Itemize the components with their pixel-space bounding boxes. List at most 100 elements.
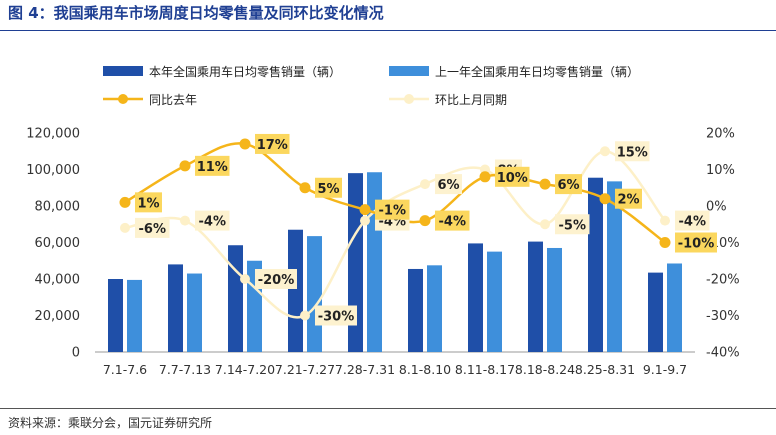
label-mom: -6% xyxy=(139,222,166,237)
x-axis-tick-label: 7.7-7.13 xyxy=(159,362,211,377)
legend-marker-mom xyxy=(404,94,414,104)
label-yoy: -10% xyxy=(678,237,715,252)
label-yoy-bg xyxy=(615,188,642,209)
x-axis-tick-label: 8.11-8.17 xyxy=(455,362,515,377)
right-axis-tick-label: 10% xyxy=(706,163,735,178)
label-yoy: 2% xyxy=(617,193,639,208)
bar-current xyxy=(648,272,663,352)
right-axis-tick-label: -30% xyxy=(706,309,740,324)
x-axis-tick-label: 8.1-8.10 xyxy=(399,362,451,377)
label-yoy: 11% xyxy=(197,160,228,175)
bar-previous xyxy=(487,251,502,352)
label-yoy-bg xyxy=(195,155,230,176)
label-yoy-bg xyxy=(555,174,582,195)
right-axis-tick-label: 20% xyxy=(706,127,735,142)
label-yoy-bg xyxy=(675,232,717,253)
bars xyxy=(108,172,682,352)
bar-previous xyxy=(667,263,682,352)
label-mom: -4% xyxy=(679,215,706,230)
x-axis-tick-label: 8.25-8.31 xyxy=(575,362,635,377)
marker-yoy xyxy=(359,204,371,216)
figure-title: 图 4：我国乘用车市场周度日均零售量及同环比变化情况 xyxy=(8,4,384,22)
marker-yoy xyxy=(119,196,131,208)
label-mom: -30% xyxy=(318,310,355,325)
x-axis-tick-label: 8.18-8.24 xyxy=(515,362,575,377)
left-axis-tick-label: 80,000 xyxy=(35,200,81,215)
marker-yoy xyxy=(239,138,251,150)
marker-mom xyxy=(120,222,130,233)
x-axis-tick-label: 7.21-7.27 xyxy=(275,362,335,377)
left-axis-tick-label: 20,000 xyxy=(35,309,81,324)
label-yoy: 6% xyxy=(557,178,579,193)
marker-mom xyxy=(420,179,430,190)
bar-previous xyxy=(427,265,442,352)
marker-mom xyxy=(180,215,190,226)
bar-current xyxy=(288,229,303,352)
x-axis-tick-label: 9.1-9.7 xyxy=(643,362,687,377)
legend-swatch-previous xyxy=(389,66,429,76)
left-axis-tick-label: 120,000 xyxy=(26,127,80,142)
axes: 0 20,000 40,000 60,000 80,000 100,000 120,000 -… xyxy=(26,127,739,378)
label-yoy: 10% xyxy=(497,171,528,186)
label-mom: 6% xyxy=(437,178,459,193)
marker-yoy xyxy=(599,193,611,205)
label-mom: -4% xyxy=(199,215,226,230)
marker-mom xyxy=(600,146,610,157)
label-mom-bg xyxy=(555,214,590,235)
legend-label-yoy: 同比去年 xyxy=(149,93,197,107)
label-mom-bg xyxy=(435,174,462,195)
legend: 本年全国乘用车日均零售销量（辆） 上一年全国乘用车日均零售销量（辆） 同比去年 环比上… xyxy=(103,64,639,107)
source-note: 资料来源：乘联分会，国元证券研究所 xyxy=(8,416,213,430)
right-axis-tick-label: -20% xyxy=(706,273,740,288)
bar-current xyxy=(168,264,183,352)
x-axis-tick-label: 7.1-7.6 xyxy=(103,362,147,377)
marker-mom xyxy=(660,215,670,226)
legend-swatch-current xyxy=(103,66,143,76)
label-yoy-bg xyxy=(435,210,470,231)
marker-yoy xyxy=(419,215,431,227)
legend-label-previous: 上一年全国乘用车日均零售销量（辆） xyxy=(435,64,639,79)
label-yoy: 17% xyxy=(257,138,288,153)
legend-label-mom: 环比上月同期 xyxy=(435,93,507,107)
bar-current xyxy=(528,241,543,352)
line-mom xyxy=(124,149,666,319)
label-mom-bg xyxy=(315,305,357,326)
bar-previous xyxy=(367,172,382,352)
marker-yoy xyxy=(299,182,311,194)
label-mom-bg xyxy=(195,210,230,231)
label-yoy: 1% xyxy=(137,196,159,211)
bar-current xyxy=(108,279,123,352)
marker-yoy xyxy=(179,160,191,172)
label-yoy-bg xyxy=(375,199,410,220)
bar-previous xyxy=(307,236,322,352)
label-yoy: -1% xyxy=(379,204,406,219)
label-mom: -5% xyxy=(559,218,586,233)
right-axis-tick-label: 0% xyxy=(706,200,727,215)
marker-mom xyxy=(300,310,310,321)
label-mom: -20% xyxy=(258,273,295,288)
bar-previous xyxy=(607,181,622,352)
label-yoy-bg xyxy=(135,192,162,213)
label-yoy: -4% xyxy=(439,215,466,230)
left-axis-tick-label: 60,000 xyxy=(35,236,81,251)
label-mom-bg xyxy=(135,217,170,238)
chart-canvas: 本年全国乘用车日均零售销量（辆） 上一年全国乘用车日均零售销量（辆） 同比去年 环比上… xyxy=(26,64,739,378)
marker-yoy xyxy=(539,178,551,190)
label-mom-bg xyxy=(255,269,297,289)
bar-previous xyxy=(187,273,202,352)
label-mom: 15% xyxy=(617,145,648,160)
right-axis-tick-label: -40% xyxy=(706,346,740,361)
marker-mom xyxy=(360,215,370,226)
source-divider xyxy=(0,408,776,409)
bar-current xyxy=(228,245,243,352)
marker-yoy xyxy=(479,171,491,183)
title-divider xyxy=(0,30,776,31)
label-yoy: 5% xyxy=(317,182,339,197)
bar-current xyxy=(468,243,483,352)
bar-current xyxy=(588,177,603,352)
label-yoy-bg xyxy=(495,166,530,187)
bar-previous xyxy=(127,279,142,352)
legend-marker-yoy xyxy=(118,94,128,104)
marker-yoy xyxy=(659,237,671,248)
legend-label-current: 本年全国乘用车日均零售销量（辆） xyxy=(149,64,341,79)
